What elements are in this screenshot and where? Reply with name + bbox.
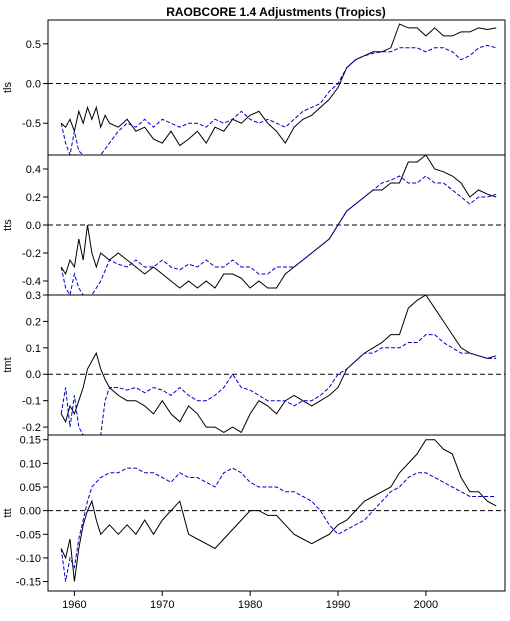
series-line-tmt-black <box>60 295 497 434</box>
series-line-tts-black <box>60 155 497 289</box>
y-tick-label-tls-1: 0.0 <box>26 79 41 91</box>
y-axis-title-tmt: tmt <box>2 357 14 372</box>
y-tick-label-ttt-6: -0.15 <box>16 577 41 589</box>
y-tick-label-tts-3: -0.2 <box>22 248 41 260</box>
y-tick-label-tls-2: -0.5 <box>22 118 41 130</box>
y-tick-label-ttt-4: -0.05 <box>16 529 41 541</box>
y-tick-label-ttt-1: 0.10 <box>20 458 41 470</box>
y-tick-label-tmt-5: -0.2 <box>22 422 41 434</box>
series-line-tts-blue <box>60 175 497 295</box>
y-tick-label-tts-1: 0.2 <box>26 192 41 204</box>
y-tick-label-tmt-0: 0.3 <box>26 290 41 302</box>
y-tick-label-tmt-2: 0.1 <box>26 343 41 355</box>
y-tick-label-ttt-3: 0.00 <box>20 506 41 518</box>
series-line-ttt-blue <box>60 467 497 582</box>
series-line-tmt-blue <box>60 334 497 435</box>
x-tick-label-0: 1960 <box>62 599 86 611</box>
y-axis-title-tts: tts <box>2 219 14 231</box>
panel-frame-ttt <box>47 434 506 592</box>
y-axis-title-ttt: ttt <box>2 508 14 517</box>
series-line-tls-blue <box>60 44 497 155</box>
x-tick-label-4: 2000 <box>414 599 438 611</box>
chart-title: RAOBCORE 1.4 Adjustments (Tropics) <box>166 5 386 19</box>
y-tick-label-tls-0: 0.5 <box>26 39 41 51</box>
y-tick-label-tmt-1: 0.2 <box>26 316 41 328</box>
series-line-tls-black <box>60 23 497 147</box>
y-tick-label-ttt-2: 0.05 <box>20 482 41 494</box>
y-tick-label-ttt-0: 0.15 <box>20 435 41 447</box>
y-tick-label-tts-0: 0.4 <box>26 164 41 176</box>
y-tick-label-tmt-4: -0.1 <box>22 396 41 408</box>
y-tick-label-tts-2: 0.0 <box>26 220 41 232</box>
x-tick-label-3: 1990 <box>326 599 350 611</box>
x-tick-label-2: 1980 <box>238 599 262 611</box>
y-tick-label-ttt-5: -0.10 <box>16 553 41 565</box>
series-line-ttt-black <box>60 439 497 582</box>
x-tick-label-1: 1970 <box>150 599 174 611</box>
y-axis-title-tls: tls <box>2 82 14 94</box>
y-tick-label-tmt-3: 0.0 <box>26 369 41 381</box>
y-tick-label-tts-4: -0.4 <box>22 276 41 288</box>
panel-frame-tls <box>47 19 506 156</box>
